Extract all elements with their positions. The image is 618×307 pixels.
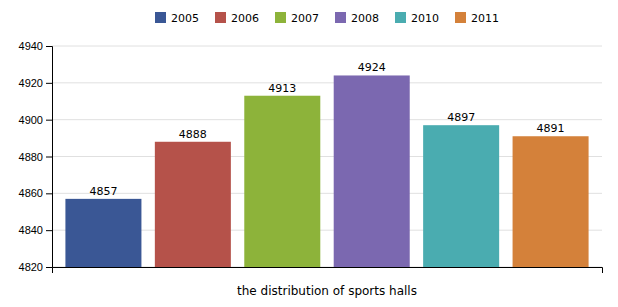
legend-label: 2010 [411,12,439,25]
legend-swatch [275,12,286,23]
bar [65,199,141,267]
data-labels: 4857 4888 4913 4924 4897 4891 [89,61,564,197]
y-tick-mark [46,83,52,84]
legend-swatch [395,12,406,23]
y-tick-mark [46,267,52,268]
y-tick-label: 4940 [19,40,43,52]
bar [513,136,589,267]
y-tick-label: 4820 [19,261,43,273]
y-tick-mark [46,46,52,47]
legend-label: 2008 [351,12,379,25]
legend-item: 2006 [215,12,259,25]
legend-swatch [455,12,466,23]
legend-item: 2011 [455,12,499,25]
legend-swatch [335,12,346,23]
y-tick: 4920 [19,77,52,89]
data-label: 4924 [358,61,386,74]
legend-item: 2008 [335,12,379,25]
y-tick-mark [46,193,52,194]
legend-swatch [155,12,166,23]
x-axis-title: the distribution of sports halls [237,284,417,298]
grid-line [52,82,602,83]
bars [65,75,588,267]
data-label: 4897 [447,111,475,124]
y-tick: 4820 [19,261,52,273]
legend-item: 2005 [155,12,199,25]
bar [155,142,231,267]
data-label: 4857 [89,185,117,198]
legend-label: 2011 [471,12,499,25]
legend-item: 2010 [395,12,439,25]
legend-label: 2005 [171,12,199,25]
bar [244,96,320,267]
y-tick-label: 4920 [19,77,43,89]
legend-item: 2007 [275,12,319,25]
x-axis-line [53,268,603,274]
y-tick: 4900 [19,114,52,126]
y-tick-mark [46,230,52,231]
legend-label: 2007 [291,12,319,25]
y-tick: 4880 [19,151,52,163]
y-tick-label: 4880 [19,151,43,163]
y-tick-mark [46,120,52,121]
data-label: 4888 [179,128,207,141]
data-label: 4913 [268,82,296,95]
y-tick-mark [46,157,52,158]
y-tick-label: 4900 [19,114,43,126]
y-axis-line [46,47,53,268]
plot: 4820 4840 4860 4880 4900 4920 4940 4857 4888 4913… [19,40,603,307]
bar [423,125,499,267]
y-tick-label: 4860 [19,187,43,199]
y-axis: 4820 4840 4860 4880 4900 4920 4940 [19,40,53,273]
data-label: 4891 [537,122,565,135]
grid-line [52,46,602,47]
y-tick: 4840 [19,224,52,236]
chart: 4820 4840 4860 4880 4900 4920 4940 4857 4888 4913… [0,0,618,307]
y-tick-label: 4840 [19,224,43,236]
legend-swatch [215,12,226,23]
legend-label: 2006 [231,12,259,25]
y-tick: 4940 [19,40,52,52]
x-axis [53,268,603,274]
y-tick: 4860 [19,187,52,199]
grid-line [52,119,602,120]
bar [334,75,410,267]
legend: 2005 2006 2007 2008 2010 2011 [155,12,499,25]
